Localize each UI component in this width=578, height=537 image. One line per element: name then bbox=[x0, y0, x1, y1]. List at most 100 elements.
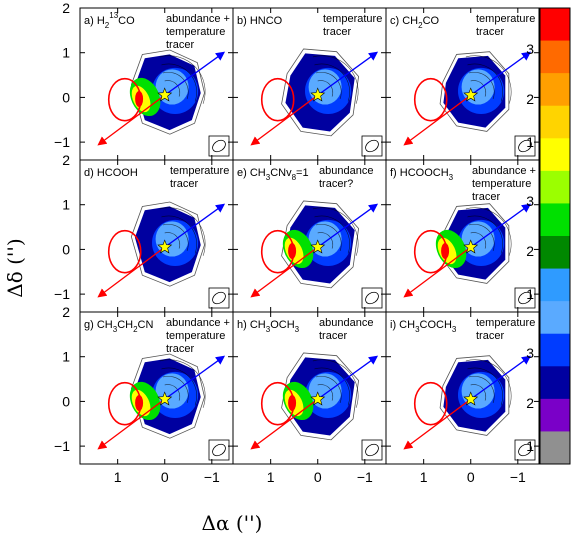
contour-arc bbox=[312, 55, 359, 104]
panel-note: temperature bbox=[323, 13, 382, 25]
colorbar-tick-label: 1 bbox=[526, 134, 534, 150]
panel-map bbox=[97, 49, 226, 146]
beam-box bbox=[208, 439, 230, 461]
y-tick-label: 1 bbox=[62, 197, 70, 213]
beam-box bbox=[361, 439, 383, 461]
star-icon bbox=[157, 239, 173, 254]
panel-ticks bbox=[80, 160, 233, 312]
red-outflow-arrow bbox=[250, 398, 319, 450]
contour-arc bbox=[164, 232, 181, 249]
panel-note: tracer bbox=[170, 178, 198, 190]
panel-note: temperature bbox=[166, 26, 225, 38]
panel-note: abundance + bbox=[166, 317, 230, 329]
contour-arc bbox=[465, 207, 512, 256]
colorbar-swatch bbox=[540, 268, 570, 302]
emission-max bbox=[135, 90, 144, 107]
red-outflow-arrow bbox=[250, 246, 319, 298]
contour-arc bbox=[163, 376, 189, 404]
outer-contour bbox=[439, 355, 510, 436]
panel-note: temperature bbox=[170, 165, 229, 177]
outer-contour bbox=[281, 352, 360, 441]
panel-ticks bbox=[80, 312, 233, 464]
panel-title: a) H213CO bbox=[84, 11, 135, 30]
colorbar-tick-label: 3 bbox=[526, 41, 534, 57]
contour-arc bbox=[159, 359, 206, 408]
x-tick-label: 1 bbox=[420, 469, 428, 485]
beam-ellipse bbox=[365, 443, 379, 457]
colorbar-swatch bbox=[540, 170, 570, 204]
red-ellipse bbox=[107, 77, 142, 122]
emission-peak bbox=[155, 221, 189, 257]
contour-arc bbox=[164, 384, 181, 401]
contour-arc bbox=[163, 224, 189, 252]
red-outflow-arrow bbox=[250, 94, 319, 146]
colorbar-tick-label: 1 bbox=[526, 286, 534, 302]
emission-max bbox=[288, 394, 297, 411]
y-tick-label: 1 bbox=[62, 45, 70, 61]
contour-arc bbox=[159, 55, 206, 104]
blue-outflow-arrow bbox=[164, 51, 226, 96]
colorbar-swatch bbox=[540, 73, 570, 107]
contour-arc bbox=[161, 215, 197, 254]
colorbar-tick-label: 2 bbox=[526, 243, 534, 259]
y-tick-label: 2 bbox=[62, 0, 70, 16]
y-tick-label: 2 bbox=[62, 152, 70, 168]
star-icon bbox=[310, 87, 326, 102]
red-outflow-arrow bbox=[97, 94, 166, 146]
panel-title: d) HCOOH bbox=[84, 167, 138, 179]
x-tick-labels: 1 0 −1 1 0 −1 1 0 −1 bbox=[114, 469, 526, 485]
panel-map bbox=[403, 51, 532, 146]
star-icon bbox=[310, 239, 326, 254]
star-icon bbox=[157, 391, 173, 406]
red-outflow-arrow bbox=[403, 94, 472, 146]
panel-ticks bbox=[386, 160, 539, 312]
contour-arc bbox=[467, 215, 503, 254]
panel-note: tracer bbox=[476, 26, 504, 38]
x-tick-label: 1 bbox=[267, 469, 275, 485]
red-outflow-arrow bbox=[97, 246, 166, 298]
contour-arc bbox=[469, 376, 495, 404]
outer-contour bbox=[281, 200, 360, 289]
panel-note: temperature bbox=[166, 330, 225, 342]
blue-outflow-arrow bbox=[317, 203, 379, 248]
y-tick-label: −1 bbox=[54, 134, 70, 150]
red-ellipse bbox=[107, 229, 142, 274]
contour-arc bbox=[161, 367, 197, 406]
colorbar-swatch bbox=[540, 8, 570, 42]
contour-arc bbox=[317, 80, 334, 97]
beam-ellipse bbox=[212, 139, 226, 153]
contour-arc bbox=[317, 384, 334, 401]
colorbar-tick-label: 1 bbox=[526, 438, 534, 454]
x-axis-label: Δα ('') bbox=[202, 511, 263, 535]
panel-note: abundance + bbox=[166, 13, 230, 25]
colorbar-swatch bbox=[540, 105, 570, 139]
panel-note: abundance bbox=[319, 165, 373, 177]
beam-ellipse bbox=[518, 291, 532, 305]
beam-ellipse bbox=[518, 139, 532, 153]
beam-ellipse bbox=[365, 139, 379, 153]
y-axis-label: Δδ ('') bbox=[3, 238, 27, 297]
emission-peak bbox=[308, 69, 342, 105]
beam-ellipse bbox=[212, 443, 226, 457]
red-ellipse bbox=[413, 77, 448, 122]
contour-arc bbox=[316, 376, 342, 404]
y-tick-label: 2 bbox=[62, 304, 70, 320]
panel-note: abundance + bbox=[472, 165, 536, 177]
blue-outflow-arrow bbox=[164, 203, 226, 248]
outer-contour bbox=[439, 51, 510, 132]
y-tick-label: −1 bbox=[54, 286, 70, 302]
colorbar-swatch bbox=[540, 203, 570, 237]
contour-arc bbox=[314, 63, 350, 102]
colorbar-swatch bbox=[540, 366, 570, 400]
emission-peak bbox=[155, 373, 189, 409]
contour-arc bbox=[470, 232, 487, 249]
contour-arc bbox=[316, 72, 342, 100]
emission-peak bbox=[461, 69, 495, 105]
panel-ticks bbox=[386, 312, 539, 464]
contour-arc bbox=[465, 55, 512, 104]
contour-arc bbox=[314, 215, 350, 254]
panel-ticks bbox=[233, 160, 386, 312]
